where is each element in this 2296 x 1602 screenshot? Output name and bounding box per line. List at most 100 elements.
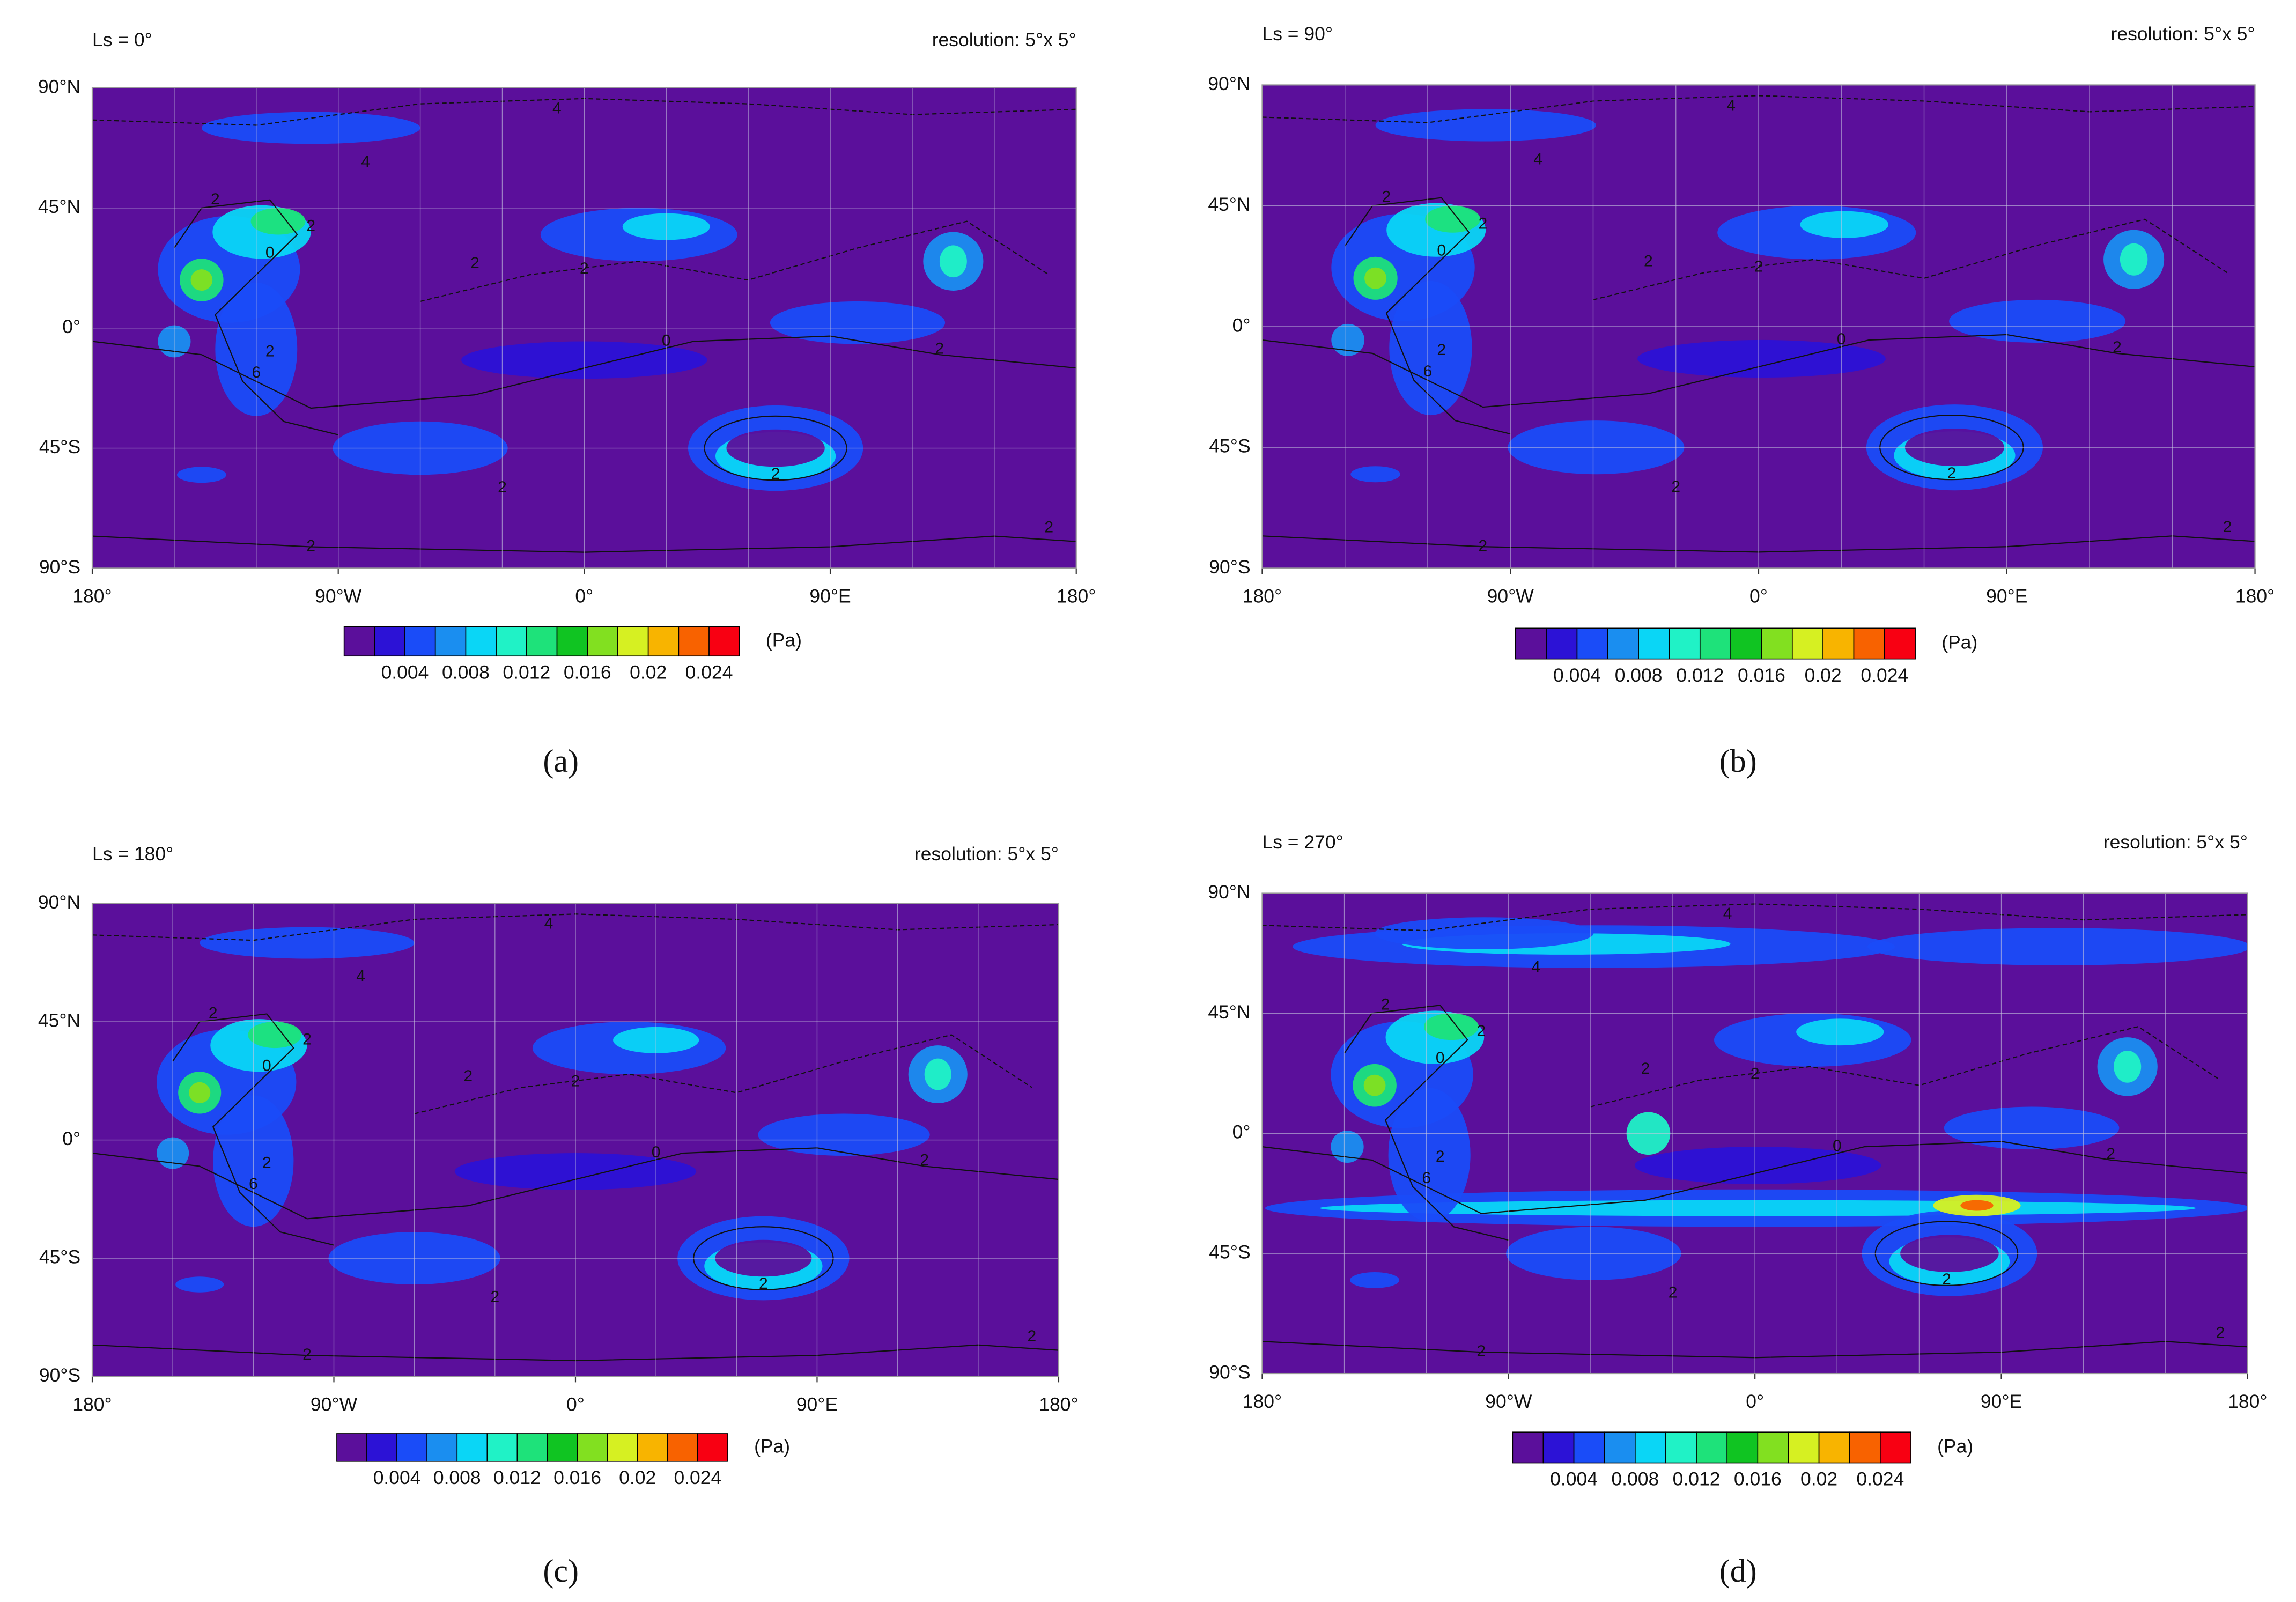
field-blob <box>250 208 306 235</box>
y-tick-label: 45°S <box>1209 1242 1250 1263</box>
colorbar-tick-label: 0.012 <box>503 661 550 683</box>
colorbar-swatch <box>465 626 497 657</box>
field-blob <box>200 927 415 959</box>
colorbar-unit: (Pa) <box>766 629 802 651</box>
colorbar-swatch <box>343 626 375 657</box>
field-blob <box>1389 280 1472 416</box>
x-tick-label: 180° <box>1057 585 1096 607</box>
field-blob <box>939 245 967 278</box>
contour-label: 2 <box>262 1154 271 1172</box>
colorbar-swatch <box>1665 1431 1697 1464</box>
field-blob <box>1637 339 1886 378</box>
contour-label: 2 <box>759 1275 768 1293</box>
colorbar-swatch <box>1512 1431 1544 1464</box>
contour-label: 2 <box>1478 537 1487 555</box>
field-blob <box>1364 267 1387 289</box>
field-blob <box>248 1022 302 1049</box>
colorbar-swatch <box>456 1433 488 1462</box>
field-blob <box>1800 211 1888 238</box>
contour-label: 2 <box>1476 1022 1486 1040</box>
x-tick-label: 180° <box>1243 585 1282 607</box>
contour-label: 2 <box>1641 1060 1650 1077</box>
field-blob <box>2120 243 2148 276</box>
contour <box>92 535 1076 553</box>
contour <box>92 1344 1059 1362</box>
colorbar-swatch <box>1576 627 1608 660</box>
field-blob <box>1363 1074 1386 1096</box>
contour-label: 6 <box>252 364 261 381</box>
contour-label: 2 <box>2113 338 2122 356</box>
field-blob <box>2114 1051 2142 1083</box>
contour-label: 4 <box>1723 905 1732 922</box>
contour-label: 2 <box>1751 1065 1760 1083</box>
panel-title: Ls = 270° <box>1262 831 1343 853</box>
colorbar-swatch <box>336 1433 367 1462</box>
contour-label: 0 <box>1837 330 1846 348</box>
colorbar-tick-label: 0.012 <box>1676 665 1724 686</box>
colorbar-swatch <box>426 1433 458 1462</box>
colorbar-swatch <box>1757 1431 1789 1464</box>
contour-label: 2 <box>470 254 479 272</box>
x-tick-label: 90°W <box>311 1393 358 1415</box>
colorbar-tick-label: 0.024 <box>1856 1468 1904 1490</box>
y-tick-label: 0° <box>62 1128 80 1149</box>
contour-label: 2 <box>463 1067 473 1085</box>
colorbar-tick-label: 0.012 <box>1673 1468 1721 1490</box>
contour-label: 2 <box>209 1004 218 1022</box>
contour-label: 6 <box>1422 1169 1431 1187</box>
panel-title: Ls = 0° <box>92 29 152 50</box>
field-blob <box>1350 466 1400 483</box>
contour-label: 2 <box>2216 1324 2225 1341</box>
colorbar-tick-label: 0.012 <box>493 1467 541 1488</box>
field-blob <box>1796 1018 1884 1046</box>
contour-label: 2 <box>1381 995 1390 1013</box>
colorbar-swatch <box>1607 627 1639 660</box>
colorbar-swatch <box>647 626 680 657</box>
colorbar-tick-label: 0.016 <box>1738 665 1785 686</box>
colorbar-swatch <box>678 626 710 657</box>
field-blob <box>1423 1013 1479 1040</box>
colorbar-tick-label: 0.024 <box>685 661 733 683</box>
contour-label: 4 <box>1533 151 1542 168</box>
colorbar-swatch <box>697 1433 728 1462</box>
colorbar-swatch <box>366 1433 397 1462</box>
contour-label: 4 <box>1532 958 1541 976</box>
field-blob <box>201 112 420 144</box>
colorbar-tick-label: 0.02 <box>1800 1468 1837 1490</box>
x-tick-label: 180° <box>2228 1391 2267 1412</box>
colorbar-swatch <box>1635 1431 1666 1464</box>
x-tick-label: 90°W <box>1485 1391 1532 1412</box>
colorbar-swatch <box>396 1433 427 1462</box>
colorbar-tick-label: 0.024 <box>674 1467 721 1488</box>
y-tick-label: 45°N <box>38 1009 80 1031</box>
contour-label: 2 <box>302 1030 312 1048</box>
contour-label: 0 <box>1437 242 1446 260</box>
x-tick-label: 90°E <box>1981 1391 2022 1412</box>
panel-label: (c) <box>543 1553 579 1589</box>
panel-label: (b) <box>1719 743 1757 779</box>
contour-label: 4 <box>1726 97 1736 114</box>
contour-label: 6 <box>1423 363 1433 380</box>
field-blob <box>190 269 213 291</box>
colorbar-unit: (Pa) <box>1937 1435 1973 1457</box>
y-tick-label: 45°N <box>1208 1001 1250 1023</box>
colorbar-swatch <box>496 626 527 657</box>
contour-label: 2 <box>211 190 220 208</box>
resolution: resolution: 5°x 5° <box>914 843 1059 865</box>
field-blob <box>1388 1088 1471 1222</box>
colorbar-swatch <box>556 626 588 657</box>
field-blob <box>1949 299 2126 343</box>
contour-label: 4 <box>544 915 553 933</box>
x-tick-label: 90°E <box>796 1393 838 1415</box>
contour <box>1262 1341 2248 1359</box>
field-blob <box>1960 1200 1994 1211</box>
colorbar-unit: (Pa) <box>1941 631 1977 653</box>
colorbar-swatch <box>617 626 649 657</box>
contour-label: 2 <box>1669 1284 1678 1302</box>
colorbar-swatch <box>1880 1431 1911 1464</box>
